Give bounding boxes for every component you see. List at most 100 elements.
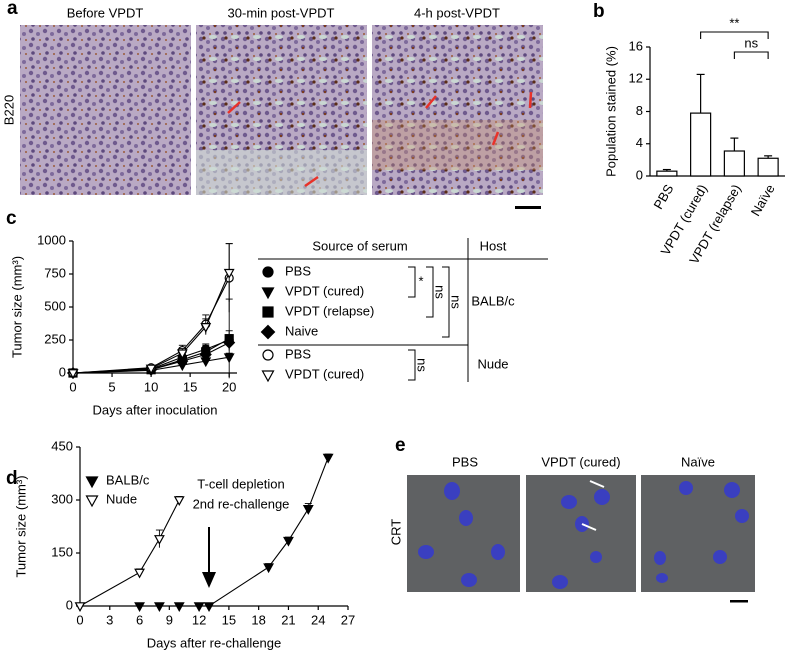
table-header: Source of serum xyxy=(312,238,407,253)
x-tick-label: 3 xyxy=(106,612,113,627)
cells xyxy=(418,481,749,589)
panel-label: d xyxy=(6,468,18,489)
row-label: CRT xyxy=(388,519,403,546)
x-tick-label: 0 xyxy=(69,379,76,394)
legend-marker xyxy=(261,287,275,300)
legend-label: BALB/c xyxy=(106,472,150,487)
annotation: 2nd re-challenge xyxy=(193,496,290,511)
panel-label: e xyxy=(395,435,406,456)
micrograph xyxy=(526,475,636,592)
legend-marker xyxy=(262,266,274,278)
data-point xyxy=(153,535,165,545)
y-tick-label: 4 xyxy=(636,135,643,150)
x-axis-label: Days after inoculation xyxy=(92,402,217,417)
y-tick-label: 500 xyxy=(44,298,66,313)
micrograph-region xyxy=(372,120,543,170)
x-tick-label: 0 xyxy=(76,612,83,627)
data-point xyxy=(263,563,275,574)
y-tick-label: 8 xyxy=(636,103,643,118)
table-header: Host xyxy=(480,238,507,253)
x-axis-label: Days after re-challenge xyxy=(147,635,281,650)
legend-label: Naive xyxy=(285,323,318,338)
scale-bar xyxy=(515,206,541,209)
x-tick-label: 9 xyxy=(166,612,173,627)
data-point xyxy=(283,536,294,547)
significance-bracket xyxy=(442,266,450,338)
data-point xyxy=(302,505,314,515)
legend-marker xyxy=(85,495,99,508)
significance-label: ns xyxy=(415,358,430,372)
micrograph xyxy=(20,25,191,195)
y-tick-label: 750 xyxy=(44,265,66,280)
data-point xyxy=(153,602,165,613)
data-point xyxy=(223,268,235,279)
legend-label: PBS xyxy=(285,346,311,361)
data-point xyxy=(200,323,212,333)
annotation: T-cell depletion xyxy=(197,476,284,491)
significance-label: ns xyxy=(449,295,464,309)
significance-label: ns xyxy=(433,285,448,299)
arrows xyxy=(227,91,533,188)
y-tick-label: 300 xyxy=(51,491,73,506)
data-point xyxy=(176,355,189,368)
panel-label: c xyxy=(6,208,17,229)
x-tick-label: PBS xyxy=(650,181,676,211)
micrograph-region xyxy=(196,150,367,195)
y-tick-label: 150 xyxy=(51,544,73,559)
image-title: 30-min post-VPDT xyxy=(228,5,335,20)
micrograph xyxy=(372,25,543,195)
y-tick-label: 450 xyxy=(51,438,73,453)
bar xyxy=(757,157,779,177)
x-tick-label: 12 xyxy=(192,612,206,627)
bar xyxy=(723,150,745,177)
y-axis-label: Population stained (%) xyxy=(603,46,618,177)
host-label: BALB/c xyxy=(471,293,515,308)
legend-marker xyxy=(262,349,274,361)
y-tick-label: 16 xyxy=(629,38,643,53)
x-tick-label: 27 xyxy=(341,612,355,627)
legend-label: VPDT (relapse) xyxy=(285,303,374,318)
data-point xyxy=(176,349,188,360)
micrograph xyxy=(407,475,520,592)
bar xyxy=(690,112,712,177)
x-tick-label: 24 xyxy=(311,612,325,627)
legend-marker xyxy=(85,476,99,489)
annotation-arrowhead xyxy=(202,572,216,588)
x-tick-label: 18 xyxy=(251,612,265,627)
significance-bracket xyxy=(733,51,769,59)
legend-marker xyxy=(262,306,274,318)
x-tick-label: 15 xyxy=(222,612,236,627)
significance-label: * xyxy=(418,273,423,288)
x-tick-label: 6 xyxy=(136,612,143,627)
significance-label: ** xyxy=(729,15,739,30)
x-tick-label: 15 xyxy=(183,379,197,394)
legend-label: Nude xyxy=(106,491,137,506)
data-point xyxy=(74,602,86,613)
significance-bracket xyxy=(700,31,769,39)
x-tick-label: 21 xyxy=(281,612,295,627)
data-point xyxy=(193,602,205,613)
scale-bar xyxy=(730,600,748,603)
data-point xyxy=(203,602,215,613)
x-tick-label: 10 xyxy=(144,379,158,394)
data-point xyxy=(134,602,145,613)
image-title: VPDT (cured) xyxy=(541,454,620,469)
significance-label: ns xyxy=(744,35,758,50)
panel-label: b xyxy=(593,1,605,22)
y-tick-label: 0 xyxy=(66,597,73,612)
y-tick-label: 0 xyxy=(636,167,643,182)
legend-label: VPDT (cured) xyxy=(285,366,364,381)
y-tick-label: 0 xyxy=(59,364,66,379)
legend-label: PBS xyxy=(285,263,311,278)
x-tick-label: Naïve xyxy=(748,182,778,219)
data-point xyxy=(199,348,212,361)
y-tick-label: 12 xyxy=(629,71,643,86)
host-label: Nude xyxy=(477,356,508,371)
y-axis-label: Tumor size (mm³) xyxy=(9,256,24,358)
data-point xyxy=(67,369,79,380)
row-label: B220 xyxy=(1,95,16,125)
y-axis-label: Tumor size (mm³) xyxy=(13,475,28,577)
image-title: Naïve xyxy=(681,454,715,469)
data-point xyxy=(173,602,185,613)
